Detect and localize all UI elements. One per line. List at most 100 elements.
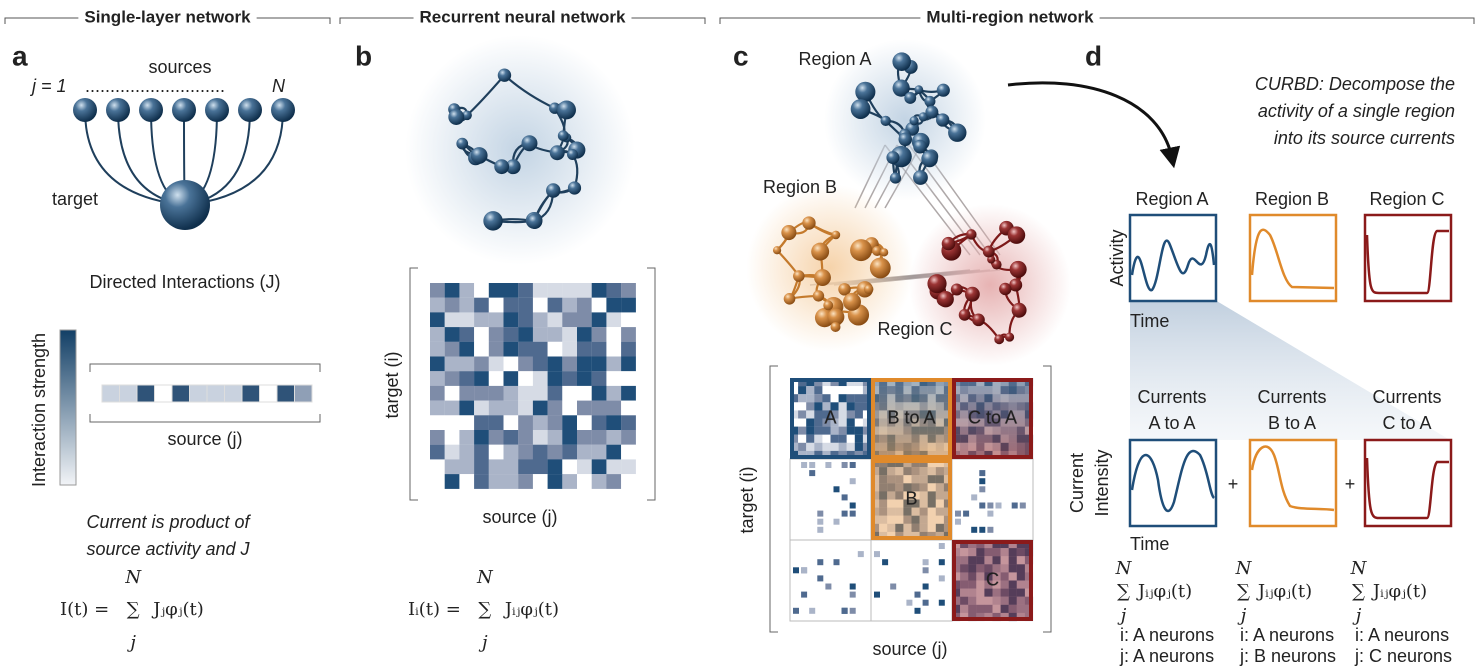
matrix-cell <box>798 394 807 403</box>
matrix-cell <box>854 402 863 411</box>
neuron <box>948 123 967 142</box>
neuron <box>936 83 950 97</box>
neuron <box>927 274 947 294</box>
matrix-cell <box>591 283 607 298</box>
equation-lhs: I(t) = <box>60 599 109 620</box>
matrix-cell <box>822 418 831 427</box>
matrix-cell <box>846 410 855 419</box>
region-label: Region A <box>798 49 871 69</box>
matrix-cell <box>621 356 636 372</box>
matrix-cell <box>621 474 636 489</box>
currents-label: Currents <box>1257 387 1326 407</box>
matrix-cell <box>911 491 920 500</box>
matrix-cell <box>444 327 460 342</box>
matrix-cell <box>919 459 928 468</box>
matrix-cell <box>474 385 489 401</box>
neuron <box>869 257 891 279</box>
equation-lower: j <box>1237 605 1247 626</box>
bracket <box>769 365 1052 633</box>
matrix-cell <box>854 394 863 403</box>
matrix-cell <box>817 518 824 525</box>
matrix-cell <box>444 341 460 357</box>
neuron <box>802 216 816 230</box>
block-border <box>871 378 952 459</box>
neuron <box>941 236 956 251</box>
neuron <box>892 52 912 71</box>
activity-trace <box>1365 229 1449 295</box>
matrix-cell <box>935 491 944 500</box>
matrix-cell <box>591 444 607 460</box>
equation-term: Jᵢⱼφⱼ(t) <box>503 599 559 620</box>
matrix-cell <box>911 523 920 532</box>
matrix-cell <box>801 462 808 468</box>
matrix-cell <box>987 502 994 509</box>
matrix-cell <box>822 442 831 451</box>
matrix-cell <box>474 327 489 342</box>
neuron <box>1009 260 1027 278</box>
matrix-cell <box>562 371 578 386</box>
currents-label: C to A <box>1382 413 1431 433</box>
matrix-cell <box>809 607 816 614</box>
neuron <box>823 300 834 311</box>
matrix-cell <box>817 526 824 533</box>
matrix-cell <box>444 430 460 445</box>
neuron-note: j: C neurons <box>1354 646 1452 666</box>
matrix-cell <box>887 499 896 508</box>
interaction-cell <box>241 384 260 403</box>
matrix-cell <box>532 459 548 475</box>
block-overlay <box>952 540 1033 621</box>
operator: + <box>1228 474 1239 494</box>
matrix-cell <box>577 400 592 416</box>
neuron <box>505 159 521 175</box>
decomposition-fan <box>1130 300 1450 440</box>
matrix-cell <box>895 483 904 492</box>
matrix-cell <box>577 385 592 401</box>
matrix-cell <box>830 386 839 395</box>
neuron <box>886 151 900 165</box>
block-label: B to A <box>887 407 935 427</box>
matrix-cell <box>849 462 856 468</box>
axis-label: source (j) <box>872 639 947 659</box>
matrix-cell <box>591 415 607 431</box>
neuron-note: i: A neurons <box>1355 625 1449 645</box>
matrix-cell <box>911 467 920 476</box>
sources-label: sources <box>148 57 211 77</box>
matrix-cell <box>503 459 519 475</box>
matrix-cell <box>562 312 578 328</box>
interaction-cell <box>276 384 295 403</box>
matrix-cell <box>793 567 799 574</box>
neuron <box>462 110 472 121</box>
matrix-cell <box>503 400 519 416</box>
network-glow <box>405 35 635 265</box>
neuron <box>546 183 561 198</box>
matrix-cell <box>927 523 936 532</box>
matrix-cell <box>591 312 607 328</box>
neuron <box>999 282 1012 296</box>
matrix-cell <box>879 499 888 508</box>
matrix-cell <box>518 400 533 416</box>
matrix-cell <box>488 459 504 475</box>
matrix-cell <box>801 567 808 574</box>
matrix-cell <box>841 607 848 614</box>
panel-letter: d <box>1085 40 1102 71</box>
axis-label: source (j) <box>167 429 242 449</box>
matrix-cell <box>887 467 896 476</box>
neuron-note: j: B neurons <box>1239 646 1336 666</box>
matrix-cell <box>591 341 607 357</box>
matrix-cell <box>518 341 533 357</box>
matrix-cell <box>846 394 855 403</box>
matrix-cell <box>919 499 928 508</box>
block-border <box>871 459 952 540</box>
matrix-cell <box>903 475 912 484</box>
axis-label: source (j) <box>482 507 557 527</box>
matrix-cell <box>822 410 831 419</box>
matrix-cell <box>606 430 622 445</box>
matrix-cell <box>430 327 445 342</box>
matrix-cell <box>577 327 592 342</box>
bracket <box>409 267 656 501</box>
matrix-cell <box>814 426 823 435</box>
matrix-cell <box>830 410 839 419</box>
neuron <box>958 309 971 321</box>
matrix-cell <box>606 371 622 386</box>
matrix-cell <box>474 356 489 372</box>
